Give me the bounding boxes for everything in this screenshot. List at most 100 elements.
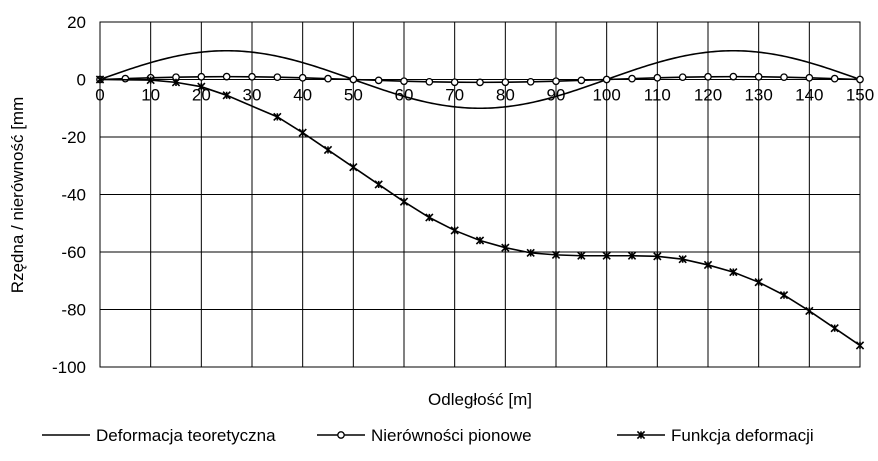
data-point [552, 77, 560, 86]
data-point [526, 77, 535, 86]
data-point [653, 252, 662, 261]
data-point [425, 77, 434, 86]
legend-label: Deformacja teoretyczna [96, 426, 276, 445]
data-point [754, 72, 763, 81]
data-point [627, 251, 637, 260]
data-point [602, 75, 611, 84]
data-point [450, 78, 459, 87]
legend-label: Nierówności pionowe [371, 426, 532, 445]
data-point [323, 145, 333, 155]
data-point [830, 74, 839, 83]
x-tick-label: 130 [744, 86, 772, 105]
data-point [856, 75, 864, 84]
x-tick-label: 20 [192, 86, 211, 105]
data-point [146, 75, 155, 85]
data-point [577, 251, 586, 260]
y-tick-labels: 20 0 -20 -40 -60 -80 -100 [52, 13, 86, 377]
data-point [855, 341, 865, 350]
x-tick-label: 120 [694, 86, 722, 105]
data-point [678, 255, 687, 264]
x-tick-label: 80 [496, 86, 515, 105]
data-point [248, 72, 256, 81]
series-layer [95, 49, 865, 350]
data-point [805, 306, 814, 316]
x-tick-label: 40 [293, 86, 312, 105]
series-3 [95, 75, 865, 350]
data-point [95, 75, 105, 84]
data-point [602, 251, 611, 260]
data-point [628, 74, 636, 83]
data-point [171, 78, 181, 87]
data-point [121, 74, 130, 83]
data-point [273, 73, 282, 82]
data-point [349, 163, 358, 172]
data-point [653, 73, 662, 82]
data-point [501, 243, 510, 252]
data-point [197, 82, 206, 91]
data-point [703, 260, 713, 270]
data-point [197, 72, 206, 81]
legend-item: Nierówności pionowe [317, 426, 532, 445]
data-point [754, 278, 763, 287]
data-point [476, 78, 484, 87]
x-tick-label: 100 [592, 86, 620, 105]
data-point [780, 73, 788, 82]
x-tick-label: 30 [243, 86, 262, 105]
y-tick-label: -80 [61, 301, 86, 320]
data-point [374, 76, 383, 85]
x-tick-label: 60 [395, 86, 414, 105]
x-tick-label: 90 [547, 86, 566, 105]
grid [99, 21, 861, 368]
data-point [830, 324, 839, 333]
legend-label: Funkcja deformacji [671, 426, 814, 445]
data-point [450, 226, 459, 235]
x-tick-label: 0 [95, 86, 104, 105]
data-point [222, 91, 231, 100]
legend-marker [337, 431, 345, 439]
data-point [729, 72, 738, 81]
legend-marker [636, 430, 646, 440]
data-point [577, 76, 586, 85]
data-point [222, 72, 231, 81]
legend: Deformacja teoretyczna Nierówności pionow… [42, 426, 814, 445]
data-point [805, 73, 814, 82]
y-tick-label: -100 [52, 358, 86, 377]
x-axis-label: Odległość [m] [428, 390, 532, 409]
x-tick-label: 50 [344, 86, 363, 105]
data-point [374, 180, 383, 189]
data-point [729, 267, 738, 277]
data-point [678, 73, 687, 82]
series-line [99, 49, 861, 110]
data-point [324, 74, 332, 83]
y-tick-label: 0 [77, 71, 86, 90]
x-tick-labels: 0 10 20 30 40 50 60 70 80 90 100 110 120 130 140 150 [95, 86, 874, 105]
x-tick-label: 150 [846, 86, 874, 105]
data-point [779, 290, 789, 300]
data-point [298, 128, 307, 137]
legend-item: Funkcja deformacji [617, 426, 814, 445]
data-point [399, 197, 409, 206]
data-point [551, 250, 561, 260]
x-tick-label: 140 [795, 86, 823, 105]
data-point [425, 213, 434, 222]
plot-frame [99, 21, 861, 368]
y-tick-label: 20 [67, 13, 86, 32]
x-tick-label: 10 [141, 86, 160, 105]
y-tick-label: -20 [61, 128, 86, 147]
data-point [475, 236, 485, 245]
data-point [298, 73, 307, 82]
series-line [99, 78, 861, 347]
data-point [501, 78, 510, 87]
y-tick-label: -60 [61, 243, 86, 262]
legend-item: Deformacja teoretyczna [42, 426, 276, 445]
y-axis-label: Rzędna / nierówność [mm [8, 97, 27, 294]
series-1 [99, 49, 861, 110]
data-point [273, 112, 282, 122]
data-point [704, 72, 712, 81]
y-tick-label: -40 [61, 186, 86, 205]
x-tick-label: 110 [644, 86, 671, 105]
data-point [349, 75, 358, 84]
data-point [526, 248, 535, 258]
x-tick-label: 70 [445, 86, 464, 105]
